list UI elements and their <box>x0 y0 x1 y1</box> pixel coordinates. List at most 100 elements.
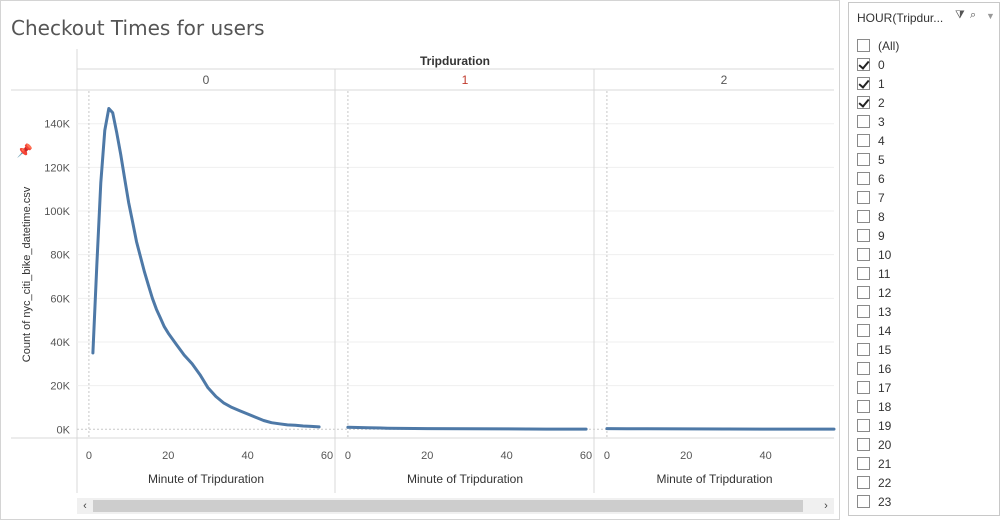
checkbox[interactable] <box>857 343 870 356</box>
filter-item[interactable]: 15 <box>857 340 997 359</box>
x-tick-label: 60 <box>321 450 333 462</box>
filter-item-label: 15 <box>878 342 892 357</box>
x-axis-title: Minute of Tripduration <box>148 472 264 486</box>
filter-item-label: 9 <box>878 228 885 243</box>
filter-item-label: 16 <box>878 361 892 376</box>
checkbox[interactable] <box>857 96 870 109</box>
filter-item[interactable]: 8 <box>857 207 997 226</box>
filter-item-label: 8 <box>878 209 885 224</box>
checkbox[interactable] <box>857 267 870 280</box>
checkbox[interactable] <box>857 248 870 261</box>
y-tick-label: 120K <box>44 162 70 174</box>
filter-item[interactable]: 20 <box>857 435 997 454</box>
filter-item[interactable]: 0 <box>857 55 997 74</box>
filter-item-label: 7 <box>878 190 885 205</box>
x-tick-label: 20 <box>680 450 692 462</box>
filter-item[interactable]: 12 <box>857 283 997 302</box>
checkbox[interactable] <box>857 476 870 489</box>
filter-item[interactable]: 2 <box>857 93 997 112</box>
filter-item[interactable]: 10 <box>857 245 997 264</box>
pin-icon: 📌 <box>17 142 33 158</box>
filter-clear-icon[interactable]: ⧩ <box>955 9 965 21</box>
filter-item[interactable]: 11 <box>857 264 997 283</box>
checkbox[interactable] <box>857 495 870 508</box>
checkbox[interactable] <box>857 210 870 223</box>
checkbox[interactable] <box>857 438 870 451</box>
filter-item-label: 13 <box>878 304 892 319</box>
checkbox[interactable] <box>857 153 870 166</box>
filter-item-label: 6 <box>878 171 885 186</box>
x-tick-label: 20 <box>162 450 174 462</box>
filter-item[interactable]: (All) <box>857 36 997 55</box>
filter-item[interactable]: 19 <box>857 416 997 435</box>
y-tick-label: 140K <box>44 119 70 131</box>
checkbox[interactable] <box>857 457 870 470</box>
filter-item-label: 22 <box>878 475 892 490</box>
scroll-right-icon[interactable]: › <box>824 500 828 512</box>
panel-header-label: 1 <box>462 73 469 87</box>
y-tick-label: 100K <box>44 206 70 218</box>
checkbox[interactable] <box>857 134 870 147</box>
filter-item[interactable]: 18 <box>857 397 997 416</box>
panel-header-label: 2 <box>721 73 728 87</box>
filter-item-label: 2 <box>878 95 885 110</box>
checkbox[interactable] <box>857 229 870 242</box>
filter-item-label: 12 <box>878 285 892 300</box>
filter-item-label: 14 <box>878 323 892 338</box>
filter-item-label: 4 <box>878 133 885 148</box>
checkbox[interactable] <box>857 400 870 413</box>
filter-item[interactable]: 16 <box>857 359 997 378</box>
scrollbar-thumb[interactable] <box>93 500 803 512</box>
filter-item[interactable]: 1 <box>857 74 997 93</box>
checkbox[interactable] <box>857 286 870 299</box>
hour-filter-panel: HOUR(Tripdur... ⧩ ⌕ ▼ (All) 0 1 2 3 4 5 6 7 8 9 10 1… <box>848 2 1000 516</box>
filter-item[interactable]: 22 <box>857 473 997 492</box>
filter-item-label: 11 <box>878 266 891 281</box>
checkbox[interactable] <box>857 324 870 337</box>
checkbox[interactable] <box>857 39 870 52</box>
filter-item-label: 18 <box>878 399 892 414</box>
series-line <box>346 425 588 431</box>
x-tick-label: 40 <box>242 450 254 462</box>
x-tick-label: 60 <box>580 450 592 462</box>
filter-item-label: 19 <box>878 418 892 433</box>
checkbox[interactable] <box>857 305 870 318</box>
x-tick-label: 40 <box>760 450 772 462</box>
checkbox[interactable] <box>857 77 870 90</box>
horizontal-scrollbar[interactable]: ‹ › <box>77 498 834 514</box>
y-tick-label: 40K <box>50 337 70 349</box>
filter-item[interactable]: 4 <box>857 131 997 150</box>
filter-item-label: 5 <box>878 152 885 167</box>
checkbox[interactable] <box>857 172 870 185</box>
y-tick-label: 0K <box>57 424 71 436</box>
filter-item-label: 3 <box>878 114 885 129</box>
filter-item[interactable]: 3 <box>857 112 997 131</box>
x-axis-title: Minute of Tripduration <box>656 472 772 486</box>
column-header-title: Tripduration <box>420 54 490 68</box>
scroll-left-icon[interactable]: ‹ <box>83 500 87 512</box>
filter-item[interactable]: 23 <box>857 492 997 511</box>
search-icon[interactable]: ⌕ <box>970 9 977 21</box>
checkbox[interactable] <box>857 362 870 375</box>
filter-item[interactable]: 9 <box>857 226 997 245</box>
x-tick-label: 20 <box>421 450 433 462</box>
filter-item[interactable]: 6 <box>857 169 997 188</box>
filter-item[interactable]: 14 <box>857 321 997 340</box>
checkbox[interactable] <box>857 419 870 432</box>
x-axis-title: Minute of Tripduration <box>407 472 523 486</box>
y-tick-label: 60K <box>50 293 70 305</box>
filter-item-label: 10 <box>878 247 892 262</box>
dropdown-icon[interactable]: ▼ <box>986 11 995 21</box>
filter-item[interactable]: 5 <box>857 150 997 169</box>
x-tick-label: 0 <box>604 450 610 462</box>
filter-item[interactable]: 7 <box>857 188 997 207</box>
checkbox[interactable] <box>857 381 870 394</box>
filter-item-label: 1 <box>878 76 885 91</box>
checkbox[interactable] <box>857 58 870 71</box>
filter-item[interactable]: 17 <box>857 378 997 397</box>
checkbox[interactable] <box>857 191 870 204</box>
filter-item-label: (All) <box>878 38 900 53</box>
filter-item[interactable]: 21 <box>857 454 997 473</box>
filter-item[interactable]: 13 <box>857 302 997 321</box>
checkbox[interactable] <box>857 115 870 128</box>
